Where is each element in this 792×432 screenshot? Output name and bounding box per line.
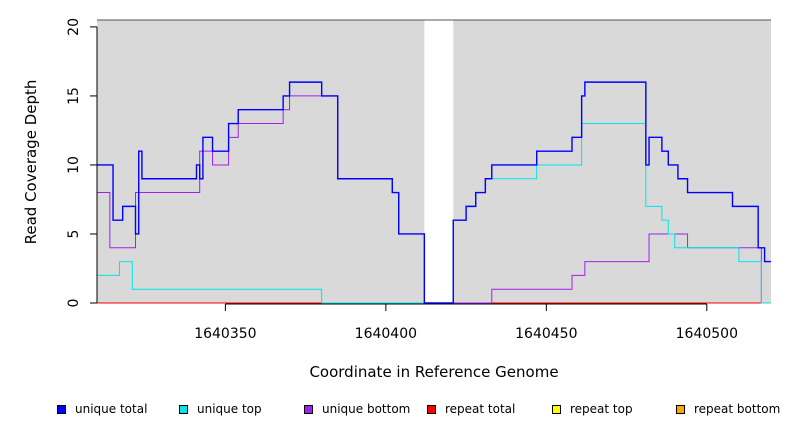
x-tick-label: 1640500: [676, 326, 738, 342]
x-tick-label: 1640450: [515, 326, 577, 342]
y-tick-label: 10: [66, 156, 82, 174]
legend-swatch: [179, 404, 188, 414]
legend-item-repeat-bottom: repeat bottom: [676, 402, 780, 416]
legend-label: unique bottom: [322, 402, 411, 416]
legend-item-unique-bottom: unique bottom: [304, 402, 410, 416]
legend-swatch: [304, 404, 313, 414]
x-tick-label: 1640400: [355, 326, 417, 342]
legend-label: unique total: [75, 402, 148, 416]
legend-item-repeat-top: repeat top: [552, 402, 633, 416]
series-line-unique-total: [97, 81, 771, 304]
legend-item-unique-top: unique top: [179, 402, 262, 416]
y-tick-label: 15: [66, 87, 82, 105]
series-layer: [97, 81, 771, 304]
y-tick-label: 5: [66, 230, 82, 239]
legend-swatch: [427, 404, 436, 414]
legend-label: repeat top: [570, 402, 633, 416]
legend: unique total unique top unique bottom repea…: [0, 398, 792, 420]
plot-panel-right: [453, 20, 771, 303]
legend-label: repeat bottom: [694, 402, 781, 416]
legend-swatch: [552, 404, 561, 414]
y-axis-title: Read Coverage Depth: [22, 80, 40, 245]
plot-panel-left: [97, 20, 425, 303]
legend-label: unique top: [197, 402, 262, 416]
legend-label: repeat total: [445, 402, 516, 416]
legend-swatch: [676, 404, 685, 414]
series-line-unique-top: [97, 123, 771, 304]
axes-layer: 0 5 10 15 20 1640350 1640400 1640450 1640500: [66, 18, 738, 342]
coverage-chart: 0 5 10 15 20 1640350 1640400 1640450 1640500 Rea…: [22, 18, 771, 381]
y-tick-label: 20: [66, 18, 82, 36]
x-axis-title: Coordinate in Reference Genome: [309, 363, 558, 381]
x-tick-label: 1640350: [194, 326, 256, 342]
plot-background: [97, 19, 771, 303]
legend-item-unique-total: unique total: [57, 402, 147, 416]
legend-item-repeat-total: repeat total: [427, 402, 515, 416]
legend-swatch: [57, 404, 66, 414]
y-tick-label: 0: [66, 299, 82, 308]
